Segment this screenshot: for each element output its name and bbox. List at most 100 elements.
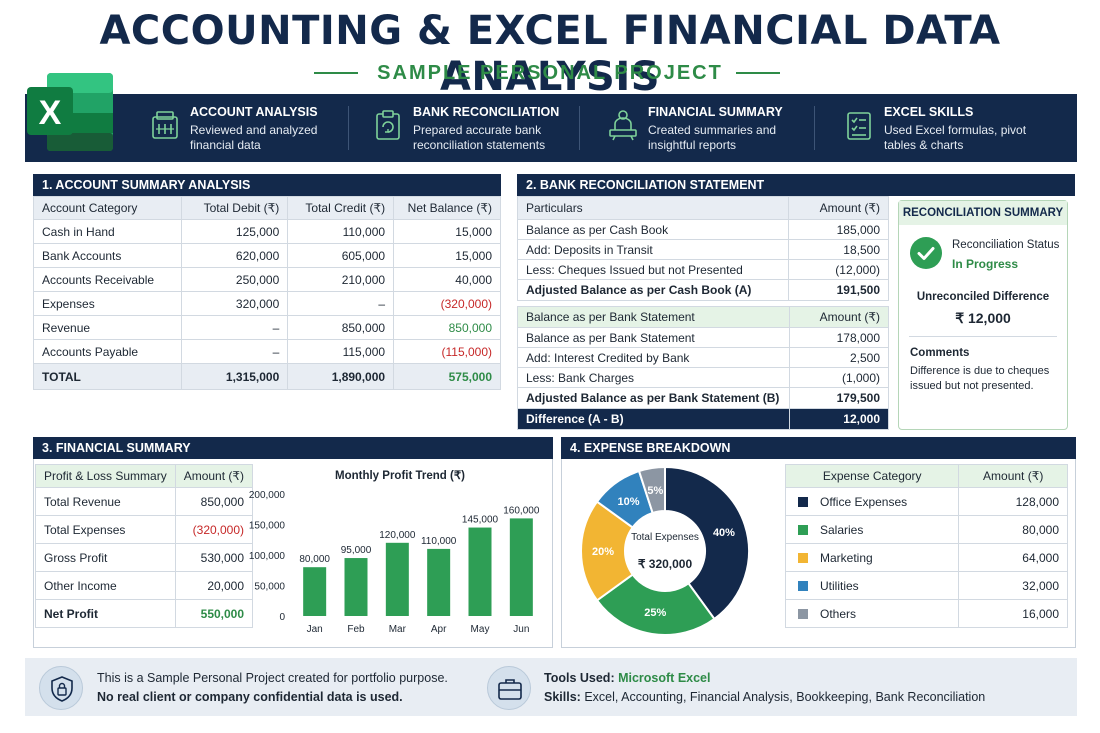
expense-category-label: Salaries — [820, 522, 864, 537]
table-row: Less: Cheques Issued but not Presented (1… — [516, 259, 889, 280]
bar-jun — [509, 518, 533, 616]
bar-jan — [303, 567, 327, 616]
x-tick-label: Jan — [307, 624, 323, 635]
table-header-row: Account Category Total Debit (₹) Total C… — [33, 196, 501, 220]
reconciliation-summary-heading: RECONCILIATION SUMMARY — [899, 201, 1067, 225]
expense-category-cell: Salaries — [784, 515, 960, 544]
table-header-row: Balance as per Bank Statement Amount (₹) — [517, 306, 890, 328]
skills-value: Excel, Accounting, Financial Analysis, B… — [584, 690, 986, 704]
briefcase-icon — [498, 679, 522, 700]
table-row: Office Expenses 128,000 — [784, 487, 1068, 516]
table-row: Add: Interest Credited by Bank 2,500 — [517, 347, 890, 368]
table-row: Balance as per Cash Book 185,000 — [516, 219, 889, 240]
expense-category-table: Expense Category Amount (₹) Office Expen… — [784, 464, 1068, 628]
credit-cell: 115,000 — [287, 339, 395, 364]
expense-amount-cell: 128,000 — [958, 487, 1068, 516]
table-row: Cash in Hand 125,000 110,000 15,000 — [33, 219, 501, 244]
pl-label-cell: Net Profit — [35, 599, 176, 628]
table-row: Less: Bank Charges (1,000) — [517, 367, 890, 388]
expense-category-label: Marketing — [820, 550, 873, 565]
x-tick-label: Apr — [431, 624, 447, 635]
legend-swatch — [798, 608, 808, 619]
column-header: Amount (₹) — [174, 464, 254, 488]
net-balance-cell: 40,000 — [393, 267, 501, 292]
debit-cell: – — [180, 339, 289, 364]
table-row: Accounts Receivable 250,000 210,000 40,000 — [33, 267, 501, 292]
table-row: Salaries 80,000 — [784, 515, 1068, 544]
bar-data-label: 80,000 — [299, 554, 330, 565]
banner-title: EXCEL SKILLS — [884, 105, 974, 119]
bar-feb — [344, 558, 368, 616]
column-header: Particulars — [516, 196, 790, 220]
excel-logo-icon: X — [27, 73, 113, 151]
table-row: Others 16,000 — [784, 599, 1068, 628]
banner-divider — [814, 106, 815, 150]
account-category-cell: Cash in Hand — [33, 219, 182, 244]
difference-label: Difference (A - B) — [517, 408, 790, 430]
table-row: Marketing 64,000 — [784, 543, 1068, 572]
column-header: Amount (₹) — [788, 196, 889, 220]
pl-amount-cell: 530,000 — [174, 543, 254, 572]
banner-description: Prepared accurate bank reconciliation st… — [413, 123, 546, 152]
bar-data-label: 95,000 — [341, 545, 372, 556]
debit-cell: 320,000 — [180, 291, 289, 316]
legend-swatch — [798, 524, 808, 535]
banner-title: BANK RECONCILIATION — [413, 105, 560, 119]
expense-amount-cell: 80,000 — [958, 515, 1068, 544]
table-row: Total Revenue 850,000 — [35, 487, 254, 516]
credit-cell: 605,000 — [287, 243, 395, 268]
x-tick-label: Jun — [513, 624, 529, 635]
presentation-person-icon — [609, 110, 637, 141]
column-header: Net Balance (₹) — [393, 196, 501, 220]
section-heading-financial-summary: 3. FINANCIAL SUMMARY — [33, 437, 553, 459]
expense-category-cell: Marketing — [784, 543, 960, 572]
tools-label: Tools Used: — [544, 671, 615, 685]
table-row: Add: Deposits in Transit 18,500 — [516, 239, 889, 260]
shield-lock-icon — [51, 676, 73, 702]
tools-value: Microsoft Excel — [618, 671, 711, 685]
account-category-cell: Expenses — [33, 291, 182, 316]
amount-cell: 185,000 — [788, 219, 889, 240]
footer-bar: This is a Sample Personal Project create… — [25, 658, 1077, 716]
column-header: Profit & Loss Summary — [35, 464, 176, 488]
reconciliation-summary-card: RECONCILIATION SUMMARY Reconciliation St… — [898, 200, 1068, 430]
reconcile-clipboard-icon — [376, 110, 400, 140]
banner-title: FINANCIAL SUMMARY — [648, 105, 783, 119]
table-header-row: Expense Category Amount (₹) — [784, 464, 1068, 488]
banner-description: Used Excel formulas, pivot tables & char… — [884, 123, 1027, 152]
footer-skills: Skills: Excel, Accounting, Financial Ana… — [544, 690, 985, 704]
section-heading-account-summary: 1. ACCOUNT SUMMARY ANALYSIS — [33, 174, 501, 196]
pl-amount-cell: 850,000 — [174, 487, 254, 516]
table-row: Net Profit 550,000 — [35, 599, 254, 628]
card-divider — [909, 336, 1057, 337]
legend-swatch — [798, 580, 808, 591]
pl-label-cell: Total Revenue — [35, 487, 176, 516]
bar-apr — [427, 548, 451, 616]
donut-slice-label: 5% — [647, 485, 663, 497]
pl-label-cell: Gross Profit — [35, 543, 176, 572]
comments-label: Comments — [910, 347, 970, 359]
donut-slice-office-expenses — [664, 465, 750, 621]
table-row: Other Income 20,000 — [35, 571, 254, 600]
particulars-cell: Add: Deposits in Transit — [516, 239, 790, 260]
credit-cell: 850,000 — [287, 315, 395, 340]
account-category-cell: Accounts Payable — [33, 339, 182, 364]
banner-title: ACCOUNT ANALYSIS — [190, 105, 318, 119]
calculator-icon — [152, 111, 178, 139]
amount-cell: (1,000) — [788, 367, 890, 388]
donut-slice-label: 10% — [618, 496, 640, 508]
subtitle-rule-right — [736, 72, 780, 74]
unreconciled-difference-label: Unreconciled Difference — [916, 291, 1050, 303]
comments-text: Difference is due to cheques issued but … — [910, 365, 1050, 392]
total-debit: 1,315,000 — [180, 363, 289, 390]
table-row: Revenue –850,000 850,000 — [33, 315, 501, 340]
pl-label-cell: Total Expenses — [35, 515, 176, 544]
table-row: Gross Profit 530,000 — [35, 543, 254, 572]
difference-amount: 12,000 — [788, 408, 890, 430]
particulars-cell: Balance as per Cash Book — [516, 219, 790, 240]
cash-book-total-amount: 191,500 — [788, 279, 889, 301]
bar-data-label: 160,000 — [503, 505, 540, 516]
table-row: Bank Accounts 620,000 605,000 15,000 — [33, 243, 501, 268]
legend-swatch — [798, 496, 808, 507]
net-balance-cell: 15,000 — [393, 243, 501, 268]
